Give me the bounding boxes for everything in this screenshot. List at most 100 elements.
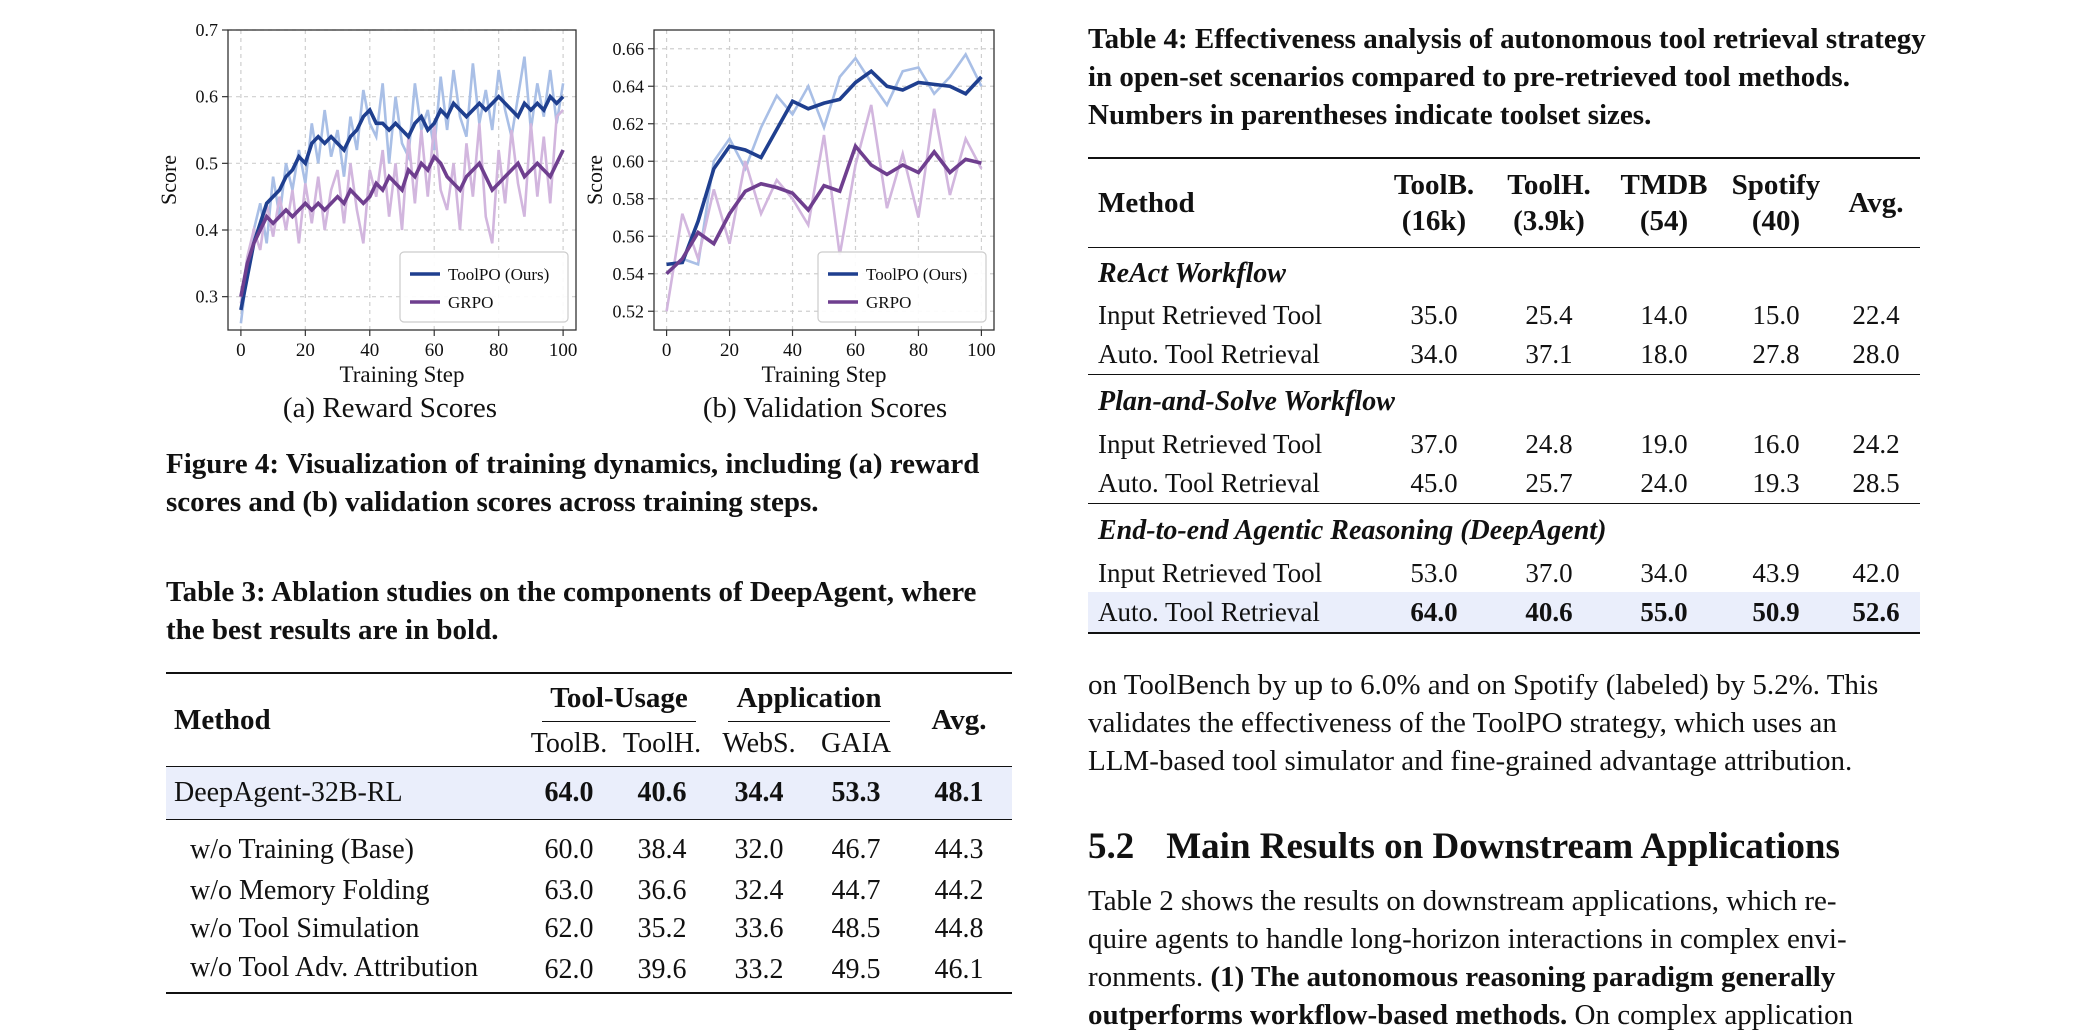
row-name: DeepAgent-32B-RL [166,766,526,820]
y-tick-label: 0.56 [613,226,645,246]
cell: 40.6 [1490,592,1608,633]
x-tick-label: 80 [909,340,928,361]
cell: 32.0 [734,834,784,865]
table-row: Input Retrieved Tool 37.0 24.8 19.0 16.0… [1088,425,1920,463]
cell: 52.6 [1832,592,1920,633]
reward-scores-chart: 0 20 40 60 80 100 0.3 0.4 0.5 0.6 0.7 Training Step… [156,20,578,387]
legend-box [399,251,569,323]
cell: 25.7 [1525,467,1573,498]
table4-avg-header: Avg. [1848,186,1904,219]
table-row: Input Retrieved Tool 53.0 37.0 34.0 43.9… [1088,554,1920,592]
cell: 25.4 [1525,299,1573,330]
table-row: Auto. Tool Retrieval 45.0 25.7 24.0 19.3… [1088,463,1920,504]
cell: 62.0 [544,913,594,944]
cell: 15.0 [1752,299,1800,330]
cell: 55.0 [1608,592,1720,633]
table3-avg-header: Avg. [931,703,987,736]
series-line [239,149,565,298]
cell: 64.0 [1378,592,1490,633]
x-tick-label: 0 [662,340,672,361]
y-tick-label: 0.7 [196,20,219,40]
table4-col-toolh: ToolH. (3.9k) [1507,169,1591,237]
cell: 24.8 [1525,428,1573,459]
table-row: w/o Tool Adv. Attribution 62.0 39.6 33.2… [166,948,1012,993]
x-tick-label: 40 [360,340,379,361]
cell: 37.1 [1525,338,1573,369]
cell: 35.0 [1410,299,1458,330]
cell: 37.0 [1525,557,1573,588]
section-title: Main Results on Downstream Applications [1166,826,1840,867]
figure-caption: Figure 4: Visualization of training dyna… [166,448,980,518]
table-row: w/o Training (Base) 60.0 38.4 32.0 46.7 … [166,819,1012,873]
series-line [239,93,565,311]
validation-scores-chart: 0 20 40 60 80 100 0.52 0.54 0.56 0.58 0.60 0.62 0.64… [582,29,996,387]
y-tick-label: 0.3 [196,287,219,307]
table-row: w/o Tool Simulation 62.0 35.2 33.6 48.5 … [166,910,1012,948]
cell: 34.0 [1640,557,1688,588]
table3-col-gaia: GAIA [821,728,891,759]
table4-col-tmdb: TMDB (54) [1620,169,1708,237]
cell: 49.5 [831,954,881,985]
legend-label: GRPO [866,293,911,312]
x-tick-label: 80 [489,340,508,361]
row-name: Auto. Tool Retrieval [1098,467,1320,498]
table-row: Input Retrieved Tool 35.0 25.4 14.0 15.0… [1088,296,1920,334]
y-tick-label: 0.5 [196,153,219,173]
y-axis-label: Score [156,155,181,205]
table3-col-toolh: ToolH. [622,728,702,759]
series-line [666,68,983,267]
cell: 46.7 [831,834,881,865]
x-axis-label: Training Step [761,362,886,387]
y-tick-label: 0.4 [196,220,219,240]
cell: 36.6 [637,875,687,906]
row-name: w/o Memory Folding [190,875,430,906]
cell: 18.0 [1640,338,1688,369]
cell: 37.0 [1410,428,1458,459]
table3-col-webs: WebS. [722,728,796,759]
cell: 64.0 [526,766,612,820]
table4-caption: Table 4: Effectiveness analysis of auton… [1088,23,1926,131]
y-tick-label: 0.66 [613,39,645,59]
table3-caption: Table 3: Ablation studies on the compone… [166,576,977,646]
cell: 24.2 [1852,428,1900,459]
x-tick-label: 20 [720,340,739,361]
cell: 16.0 [1752,428,1800,459]
cell: 62.0 [544,954,594,985]
cell: 39.6 [637,954,687,985]
table-row: DeepAgent-32B-RL 64.0 40.6 34.4 53.3 48.… [166,766,1012,820]
cell: 19.3 [1752,467,1800,498]
x-tick-label: 60 [425,340,444,361]
plot-frame [653,29,995,331]
row-name: Input Retrieved Tool [1098,299,1323,330]
x-axis-label: Training Step [339,362,464,387]
cell: 33.6 [734,913,784,944]
section-end-to-end: End-to-end Agentic Reasoning (DeepAgent) [1098,515,1607,546]
cell: 53.0 [1410,557,1458,588]
cell: 19.0 [1640,428,1688,459]
y-tick-label: 0.54 [613,264,645,284]
x-tick-label: 100 [967,340,996,361]
subcaption-a: (a) Reward Scores [282,392,498,424]
cell: 24.0 [1640,467,1688,498]
y-tick-label: 0.6 [196,87,219,107]
cell: 22.4 [1852,299,1900,330]
row-name: w/o Tool Simulation [190,913,420,944]
table-row: w/o Memory Folding 63.0 36.6 32.4 44.7 4… [166,872,1012,910]
table3-group-tool-usage: Tool-Usage [542,682,696,722]
cell: 38.4 [637,834,687,865]
cell: 45.0 [1410,467,1458,498]
row-name: Auto. Tool Retrieval [1098,338,1320,369]
cell: 63.0 [544,875,594,906]
x-tick-label: 100 [549,340,578,361]
row-name: Input Retrieved Tool [1098,428,1323,459]
y-tick-label: 0.60 [613,151,645,171]
paragraph-downstream: Table 2 shows the results on downstream … [1088,885,1854,1031]
y-tick-label: 0.64 [613,76,645,96]
tool-retrieval-table: Method ToolB. (16k) ToolH. (3.9k) TMDB (54)… [1088,157,1920,634]
ablation-table: Method Tool-Usage Application Avg. ToolB… [166,672,1012,994]
cell: 46.1 [934,954,984,985]
cell: 32.4 [734,875,784,906]
cell: 34.4 [712,766,806,820]
y-tick-label: 0.52 [613,301,645,321]
cell: 40.6 [612,766,712,820]
